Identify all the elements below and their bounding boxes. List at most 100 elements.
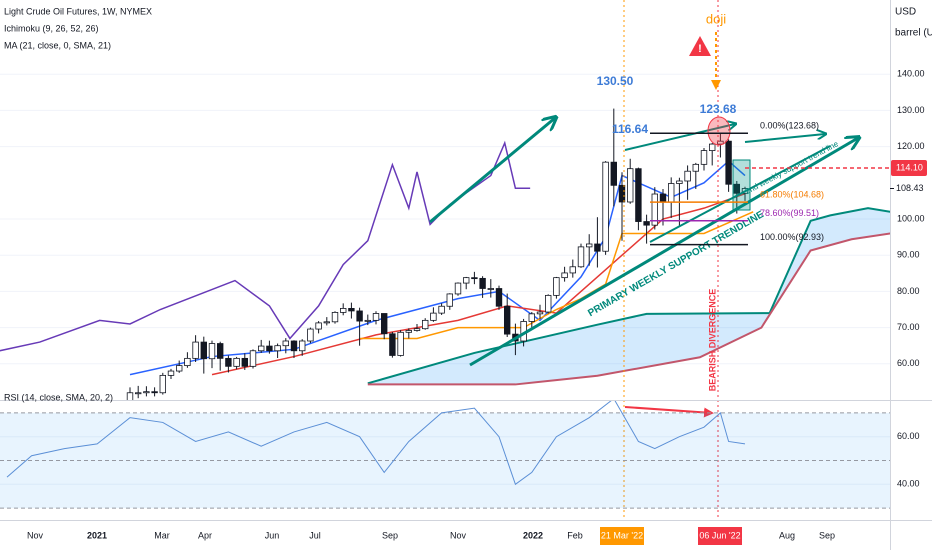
warning-mark: ! bbox=[698, 43, 702, 55]
x-tick-label: Jun bbox=[265, 530, 280, 540]
annotation: doji bbox=[706, 11, 726, 26]
candle-body bbox=[471, 277, 478, 280]
x-tick-label: Aug bbox=[779, 530, 795, 540]
y-tick-label: 60.00 bbox=[897, 358, 920, 368]
y-tick-label: 120.00 bbox=[897, 141, 925, 151]
divergence-arrow bbox=[624, 406, 714, 418]
candle-body bbox=[700, 150, 708, 165]
candle-body bbox=[668, 183, 675, 203]
indicator-line bbox=[6, 401, 746, 486]
candle-body bbox=[372, 313, 380, 321]
candle-body bbox=[266, 345, 273, 352]
candle-body bbox=[733, 183, 740, 194]
y-tick-label: 100.00 bbox=[897, 213, 925, 223]
candle-body bbox=[167, 370, 175, 376]
candle-body bbox=[635, 168, 642, 222]
y-tick-label: 80.00 bbox=[897, 286, 920, 296]
drawings: ! 130.50 116.64 123.68 doji PRIMARY WEEK… bbox=[429, 0, 890, 520]
doji-circle bbox=[707, 116, 731, 146]
x-tick-label: Mar bbox=[154, 530, 170, 540]
rsi-header: RSI (14, close, SMA, 20, 2) bbox=[4, 392, 113, 402]
candle-body bbox=[323, 321, 330, 324]
indicator-line bbox=[0, 140, 531, 352]
candle-body bbox=[725, 140, 732, 185]
candle-body bbox=[241, 357, 248, 367]
candle-body bbox=[462, 277, 470, 284]
candle-body bbox=[331, 311, 339, 323]
candle-body bbox=[421, 319, 429, 330]
chart-header: Ichimoku (9, 26, 52, 26) bbox=[4, 23, 99, 33]
candle-body bbox=[684, 170, 691, 182]
highlight-box bbox=[732, 159, 751, 211]
fib-label: 0.00%(123.68) bbox=[760, 121, 819, 131]
annotation: 130.50 bbox=[597, 74, 634, 88]
currency: USD bbox=[895, 7, 916, 18]
candle-body bbox=[307, 328, 314, 342]
candle-body bbox=[184, 357, 191, 367]
candle-body bbox=[175, 365, 183, 372]
candle-body bbox=[225, 357, 232, 367]
candle-body bbox=[438, 305, 445, 314]
candle-body bbox=[430, 312, 437, 321]
x-tick-label: 2021 bbox=[87, 530, 107, 540]
candle-body bbox=[397, 331, 404, 356]
candle-body bbox=[143, 391, 150, 394]
y-tick-label: 90.00 bbox=[897, 250, 920, 260]
candle-body bbox=[200, 341, 207, 360]
date-marker-box bbox=[698, 527, 742, 545]
candle-body bbox=[413, 328, 421, 331]
trend-arrow bbox=[429, 118, 555, 224]
candle-body bbox=[479, 277, 486, 289]
indicator-line bbox=[129, 160, 746, 376]
grid bbox=[0, 73, 890, 485]
y-tick-label: 140.00 bbox=[897, 69, 925, 79]
annotation: 123.68 bbox=[700, 102, 737, 116]
candle-body bbox=[290, 340, 298, 352]
rsi-pane bbox=[0, 401, 890, 509]
candle-body bbox=[364, 319, 371, 322]
x-tick-label: Feb bbox=[567, 530, 583, 540]
fib-label: 78.60%(99.51) bbox=[760, 208, 819, 218]
x-tick-label: 2022 bbox=[523, 530, 543, 540]
candle-body bbox=[380, 313, 388, 335]
candle-body bbox=[257, 345, 265, 352]
candle-body bbox=[594, 243, 601, 252]
candle-body bbox=[274, 345, 281, 352]
candle-body bbox=[151, 391, 158, 394]
last-price-label: 108.43 bbox=[896, 183, 924, 193]
x-tick-label: Nov bbox=[27, 530, 44, 540]
candle-body bbox=[356, 310, 363, 322]
candle-body bbox=[315, 322, 322, 330]
y-tick-label: 70.00 bbox=[897, 322, 920, 332]
candle-body bbox=[348, 308, 355, 312]
x-tick-label: Sep bbox=[819, 530, 835, 540]
candle-body bbox=[627, 168, 634, 203]
candle-body bbox=[528, 313, 535, 322]
candle-body bbox=[495, 288, 503, 307]
candle-body bbox=[709, 143, 716, 151]
candle-body bbox=[586, 243, 593, 248]
rsi-tick-label: 40.00 bbox=[897, 479, 920, 489]
candle-body bbox=[651, 193, 658, 226]
candle-body bbox=[454, 282, 462, 295]
candle-body bbox=[249, 350, 257, 367]
candle-body bbox=[134, 392, 142, 395]
cloud-fill bbox=[367, 208, 890, 385]
candle-body bbox=[216, 343, 224, 359]
x-tick-label: Sep bbox=[382, 530, 398, 540]
candle-body bbox=[717, 140, 724, 145]
candle-body bbox=[577, 246, 585, 268]
date-marker-box bbox=[600, 527, 644, 545]
candle-body bbox=[192, 341, 199, 359]
y-tick-label: 130.00 bbox=[897, 105, 925, 115]
candle-body bbox=[553, 277, 560, 296]
annotation: 116.64 bbox=[612, 122, 648, 136]
candle-body bbox=[602, 161, 609, 252]
candle-body bbox=[405, 330, 412, 333]
candle-body bbox=[233, 357, 240, 367]
candle-body bbox=[569, 266, 576, 274]
indicator-line bbox=[367, 232, 890, 386]
x-tick-label: Jul bbox=[309, 530, 321, 540]
